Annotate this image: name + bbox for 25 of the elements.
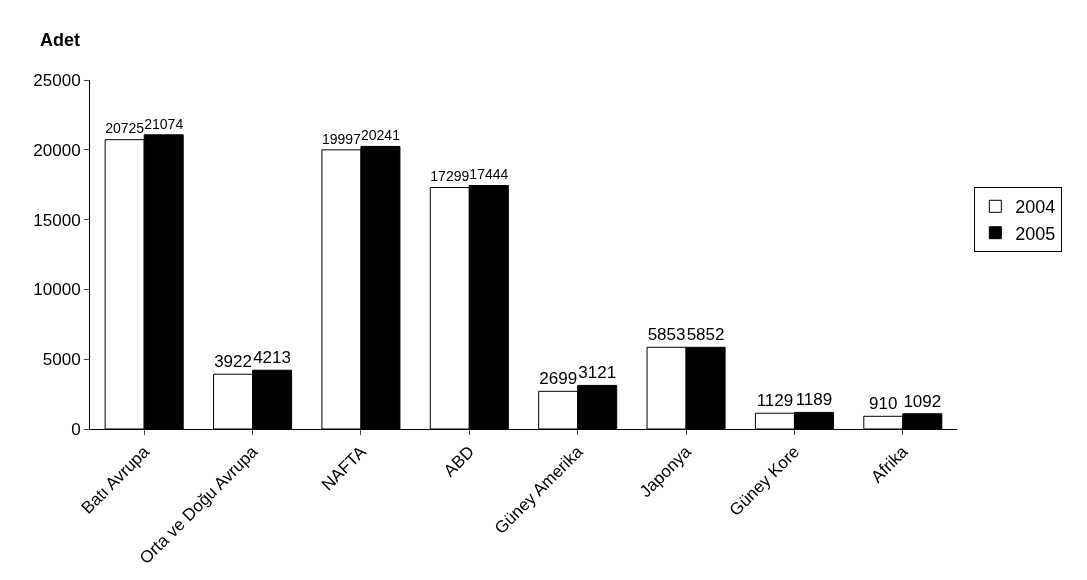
data-label: 3121 (578, 363, 617, 383)
y-tick-label: 15000 (33, 210, 81, 230)
data-label: 1129 (756, 391, 794, 411)
data-label: 1189 (795, 390, 833, 410)
data-label: 3922 (214, 352, 252, 372)
y-tick-label: 20000 (33, 140, 81, 160)
data-label: 1092 (903, 391, 942, 411)
data-label: 17444 (469, 166, 509, 183)
data-label: 17299 (430, 168, 470, 185)
y-axis-title: Adet (40, 30, 80, 50)
legend-label: 2005 (1015, 223, 1056, 244)
data-label: 910 (869, 394, 898, 414)
y-tick-label: 10000 (33, 280, 81, 300)
data-label: 20241 (360, 127, 401, 144)
legend-label: 2004 (1015, 197, 1056, 218)
y-tick-label: 25000 (33, 70, 81, 90)
data-label: 21074 (144, 115, 184, 132)
data-label: 5852 (686, 325, 725, 345)
data-label: 19997 (321, 130, 362, 147)
y-tick-label: 5000 (42, 350, 81, 370)
data-label: 4213 (253, 348, 291, 368)
data-label: 20725 (105, 120, 145, 137)
y-tick-label: 0 (71, 419, 81, 439)
data-label: 5853 (647, 325, 686, 345)
data-label: 2699 (539, 369, 578, 389)
